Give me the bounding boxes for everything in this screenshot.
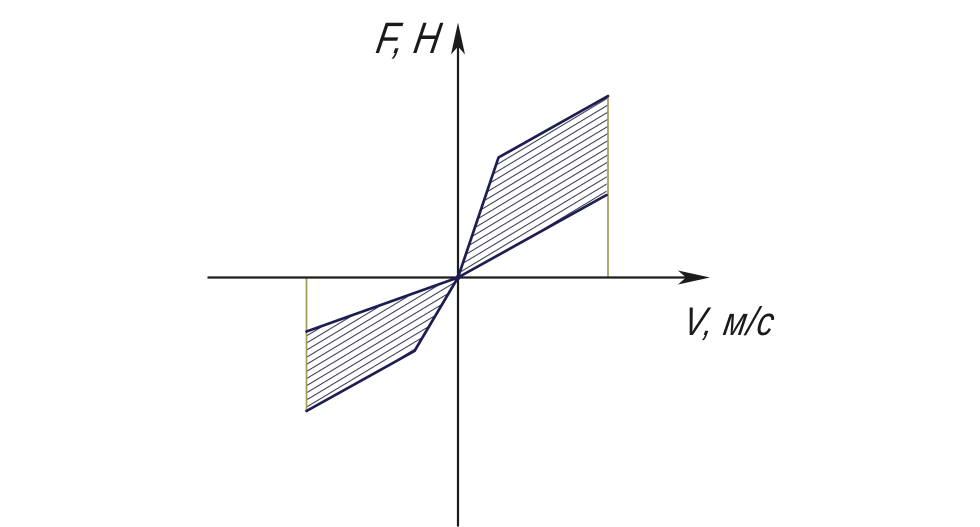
negative-band-lower-boundary-line: [305, 276, 460, 413]
positive-band-upper-boundary-line: [456, 94, 610, 279]
x-axis-label: V, м/с: [680, 299, 778, 343]
positive-hatched-band-region: [458, 96, 608, 278]
y-axis-label: F, H: [373, 13, 446, 63]
negative-band-upper-boundary-line: [305, 276, 460, 333]
positive-band-lower-boundary-line: [456, 193, 608, 279]
origin-point: [455, 274, 461, 281]
up-arrowhead-icon: [451, 22, 465, 55]
negative-hatched-band-region: [306, 277, 458, 411]
right-arrowhead-icon: [678, 270, 710, 285]
